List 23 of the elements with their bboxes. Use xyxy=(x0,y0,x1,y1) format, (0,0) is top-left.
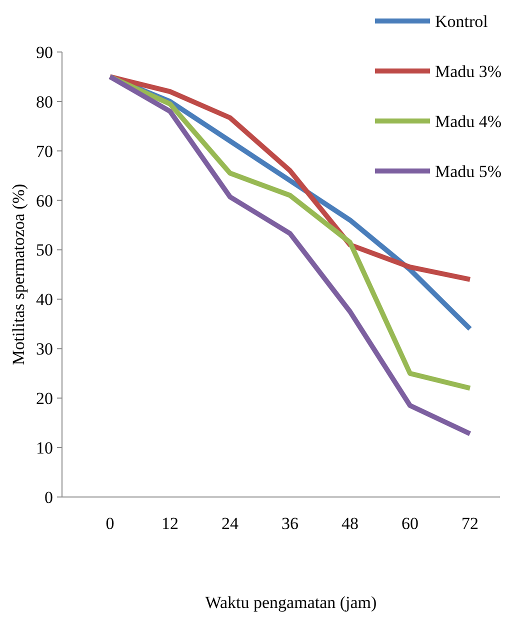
y-tick-label: 90 xyxy=(36,42,53,62)
y-tick-label: 50 xyxy=(36,240,53,260)
legend-label: Kontrol xyxy=(435,12,488,31)
x-tick-label: 0 xyxy=(106,514,114,533)
x-tick-label: 48 xyxy=(342,514,358,533)
y-tick-label: 80 xyxy=(36,92,53,112)
y-tick-label: 70 xyxy=(36,142,53,161)
legend-label: Madu 4% xyxy=(435,112,502,131)
y-axis-title: Motilitas spermatozoa (%) xyxy=(9,184,28,366)
y-tick-label: 30 xyxy=(36,340,53,359)
x-tick-label: 72 xyxy=(462,514,478,533)
x-tick-label: 36 xyxy=(282,514,298,533)
y-tick-label: 40 xyxy=(36,290,53,310)
y-tick-label: 10 xyxy=(36,438,53,458)
legend-label: Madu 5% xyxy=(435,162,502,181)
x-tick-label: 60 xyxy=(402,514,418,533)
x-axis-title: Waktu pengamatan (jam) xyxy=(205,593,377,612)
y-tick-label: 20 xyxy=(36,389,53,408)
legend-label: Madu 3% xyxy=(435,62,502,81)
y-tick-label: 60 xyxy=(36,191,53,210)
x-tick-label: 24 xyxy=(222,514,239,533)
y-tick-label: 0 xyxy=(44,488,53,507)
x-tick-label: 12 xyxy=(162,514,178,533)
